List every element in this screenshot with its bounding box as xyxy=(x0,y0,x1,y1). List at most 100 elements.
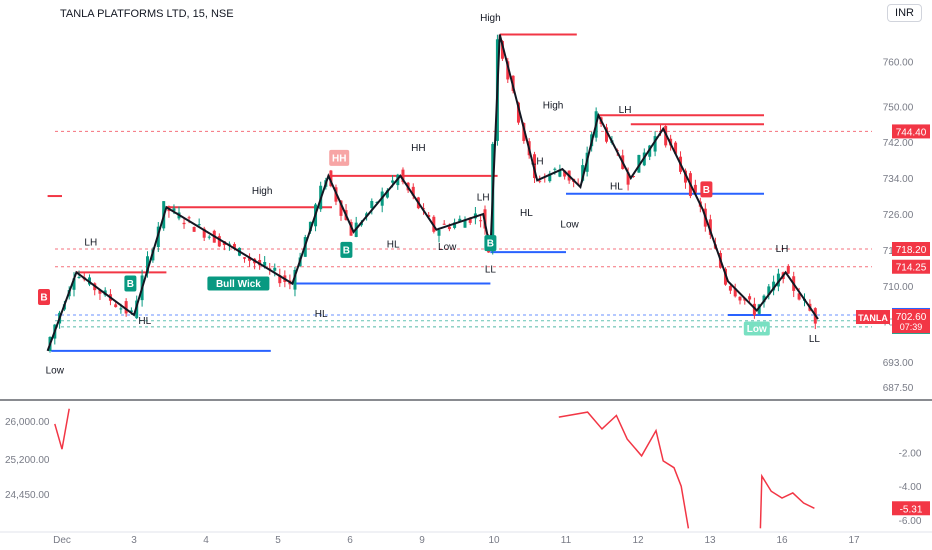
structure-label: HL xyxy=(610,181,623,192)
candle-body xyxy=(278,275,282,284)
candle-body xyxy=(786,265,790,274)
price-tick: 687.50 xyxy=(883,383,914,394)
candle-body xyxy=(447,226,451,230)
badge-label: Low xyxy=(747,324,767,335)
badge-label: Bull Wick xyxy=(216,279,261,290)
candle-body xyxy=(797,293,801,300)
candle-body xyxy=(217,236,221,247)
price-tick: 710.00 xyxy=(883,282,914,293)
structure-label: LH xyxy=(619,105,632,116)
time-tick: 6 xyxy=(347,535,353,546)
badge-bg xyxy=(329,149,350,166)
structure-label: HH xyxy=(411,143,425,154)
candle-body xyxy=(674,142,678,154)
candle-body xyxy=(248,256,252,261)
candle-body xyxy=(637,154,641,173)
structure-label: High xyxy=(480,13,501,24)
chart-title: TANLA PLATFORMS LTD, 15, NSE xyxy=(60,8,234,20)
candle-body xyxy=(738,296,742,301)
candle-body xyxy=(124,301,128,314)
candle-body xyxy=(293,269,297,290)
price-label-bg xyxy=(892,124,930,139)
candle-body xyxy=(207,236,211,238)
time-tick: 12 xyxy=(632,535,644,546)
structure-label: LH xyxy=(477,193,490,204)
candle-body xyxy=(232,244,236,249)
candle-body xyxy=(243,257,247,259)
price-label: 744.40 xyxy=(896,127,927,138)
candle-body xyxy=(197,224,201,226)
badge-label: HH xyxy=(332,153,346,164)
price-tick: 742.00 xyxy=(883,138,914,149)
badge-label: B xyxy=(343,245,350,256)
zigzag-line xyxy=(46,34,819,352)
price-label-bg xyxy=(892,242,930,257)
candle-body xyxy=(453,222,457,228)
candle-body xyxy=(119,308,123,310)
badge-bg xyxy=(38,289,50,306)
structure-label: High xyxy=(543,101,564,112)
price-tick: 750.00 xyxy=(883,102,914,113)
time-tick: 5 xyxy=(275,535,281,546)
candle-body xyxy=(227,243,231,245)
indicator-line xyxy=(759,473,815,529)
structure-label: LH xyxy=(776,244,789,255)
indicator-tick-right: -2.00 xyxy=(899,449,922,460)
candle-body xyxy=(442,223,446,225)
candle-body xyxy=(263,262,267,266)
structure-label: LH xyxy=(84,237,97,248)
indicator-tick-left: 25,200.00 xyxy=(5,455,50,466)
candle-body xyxy=(77,276,81,278)
candle-body xyxy=(558,169,562,177)
indicator-last: -5.31 xyxy=(900,504,923,515)
time-tick: 4 xyxy=(203,535,209,546)
price-label: 714.25 xyxy=(896,263,927,274)
candle-body xyxy=(339,200,343,216)
candle-body xyxy=(708,219,712,235)
price-tick: 760.00 xyxy=(883,57,914,68)
time-tick: 9 xyxy=(419,535,425,546)
candle-body xyxy=(370,200,374,209)
candle-body xyxy=(411,186,415,196)
candle-body xyxy=(273,267,277,271)
candle-body xyxy=(391,180,395,183)
indicator-tick-left: 24,450.00 xyxy=(5,490,50,501)
candle-body xyxy=(733,288,737,297)
badge-bg xyxy=(484,235,497,252)
candle-body xyxy=(506,61,510,80)
structure-label: LL xyxy=(809,334,821,345)
badge-label: B xyxy=(127,279,134,290)
candle-body xyxy=(776,273,780,287)
badge-label: B xyxy=(487,239,494,250)
candle-body xyxy=(693,184,697,193)
candle-body xyxy=(762,295,766,303)
currency-button[interactable]: INR xyxy=(887,4,922,22)
candle-body xyxy=(458,218,462,222)
candle-body xyxy=(632,176,635,178)
structure-label: LH xyxy=(531,157,544,168)
price-label-bg xyxy=(892,259,930,274)
price-label: 718.20 xyxy=(896,245,927,256)
indicator-last-bg xyxy=(892,501,930,516)
candle-body xyxy=(308,221,312,232)
candle-body xyxy=(752,303,756,316)
candle-body xyxy=(553,168,557,170)
structure-label: HL xyxy=(387,240,400,251)
badge-bg xyxy=(340,241,353,258)
candle-body xyxy=(463,219,467,228)
candle-body xyxy=(401,169,405,183)
candle-body xyxy=(748,296,752,300)
candle-body xyxy=(548,173,552,182)
candle-body xyxy=(479,220,483,222)
badge-bg xyxy=(124,275,137,292)
candle-body xyxy=(581,165,585,181)
candle-body xyxy=(757,304,761,314)
candle-body xyxy=(202,228,206,238)
last-price: 702.60 xyxy=(896,312,927,323)
candle-body xyxy=(538,180,542,182)
time-tick: 16 xyxy=(776,535,788,546)
indicator-tick-right: -6.00 xyxy=(899,516,922,527)
structure-label: Low xyxy=(46,365,65,376)
candle-body xyxy=(437,229,441,236)
